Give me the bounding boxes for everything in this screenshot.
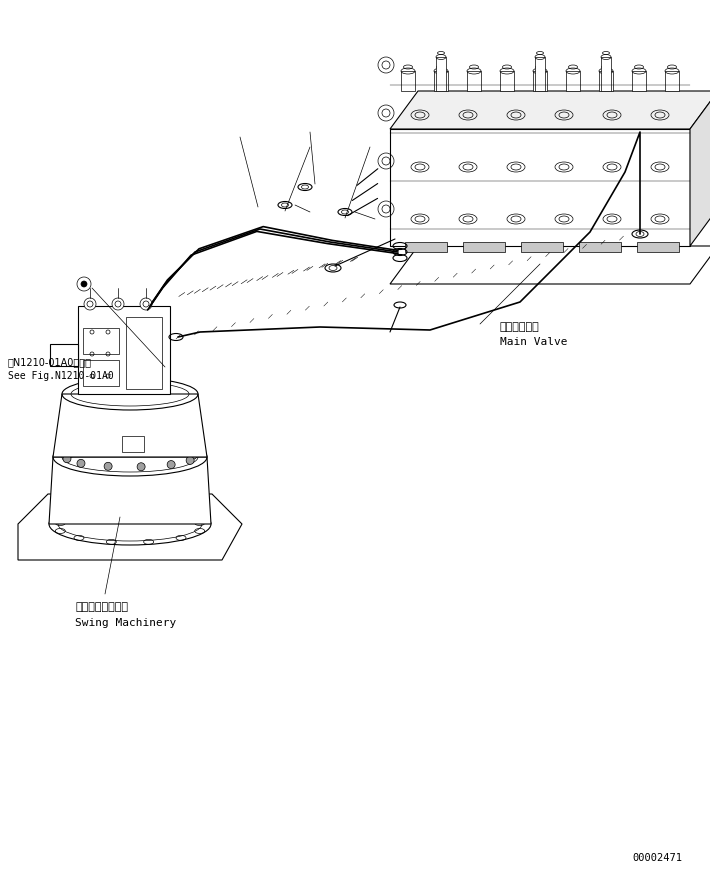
- Bar: [521, 243, 563, 253]
- Circle shape: [175, 447, 183, 455]
- Bar: [434, 72, 448, 92]
- Text: 00002471: 00002471: [632, 852, 682, 862]
- Bar: [401, 72, 415, 92]
- Circle shape: [112, 299, 124, 310]
- Bar: [579, 243, 621, 253]
- Circle shape: [104, 463, 112, 471]
- Bar: [405, 243, 447, 253]
- Bar: [535, 58, 545, 92]
- Bar: [637, 243, 679, 253]
- Text: Swing Machinery: Swing Machinery: [75, 617, 176, 627]
- Bar: [599, 72, 613, 92]
- Polygon shape: [390, 92, 710, 130]
- Bar: [122, 437, 144, 453]
- Polygon shape: [53, 395, 207, 458]
- Circle shape: [167, 461, 175, 469]
- Bar: [436, 58, 446, 92]
- Bar: [83, 360, 119, 387]
- Bar: [126, 317, 162, 389]
- Circle shape: [137, 463, 145, 471]
- Polygon shape: [49, 458, 211, 524]
- Circle shape: [189, 452, 197, 460]
- Bar: [566, 72, 580, 92]
- Circle shape: [84, 299, 96, 310]
- Bar: [50, 345, 78, 367]
- Bar: [533, 72, 547, 92]
- Bar: [463, 243, 505, 253]
- Polygon shape: [390, 246, 710, 285]
- Text: See Fig.N1210-01A0: See Fig.N1210-01A0: [8, 371, 114, 381]
- Circle shape: [77, 460, 85, 467]
- Bar: [78, 307, 170, 395]
- Bar: [665, 72, 679, 92]
- Text: 第N1210-01A0図参照: 第N1210-01A0図参照: [8, 357, 92, 367]
- Circle shape: [81, 282, 87, 288]
- Circle shape: [66, 450, 74, 458]
- Circle shape: [63, 455, 71, 463]
- Text: Main Valve: Main Valve: [500, 337, 567, 346]
- Polygon shape: [390, 130, 690, 246]
- Polygon shape: [690, 92, 710, 246]
- Circle shape: [148, 444, 156, 453]
- Circle shape: [115, 444, 123, 452]
- Bar: [83, 329, 119, 354]
- Text: スイングマシナリ: スイングマシナリ: [75, 602, 128, 611]
- Bar: [467, 72, 481, 92]
- Bar: [601, 58, 611, 92]
- Bar: [500, 72, 514, 92]
- Circle shape: [186, 457, 194, 465]
- Bar: [632, 72, 646, 92]
- Polygon shape: [18, 495, 242, 560]
- Circle shape: [85, 446, 93, 454]
- Circle shape: [140, 299, 152, 310]
- Text: メインバルブ: メインバルブ: [500, 322, 540, 332]
